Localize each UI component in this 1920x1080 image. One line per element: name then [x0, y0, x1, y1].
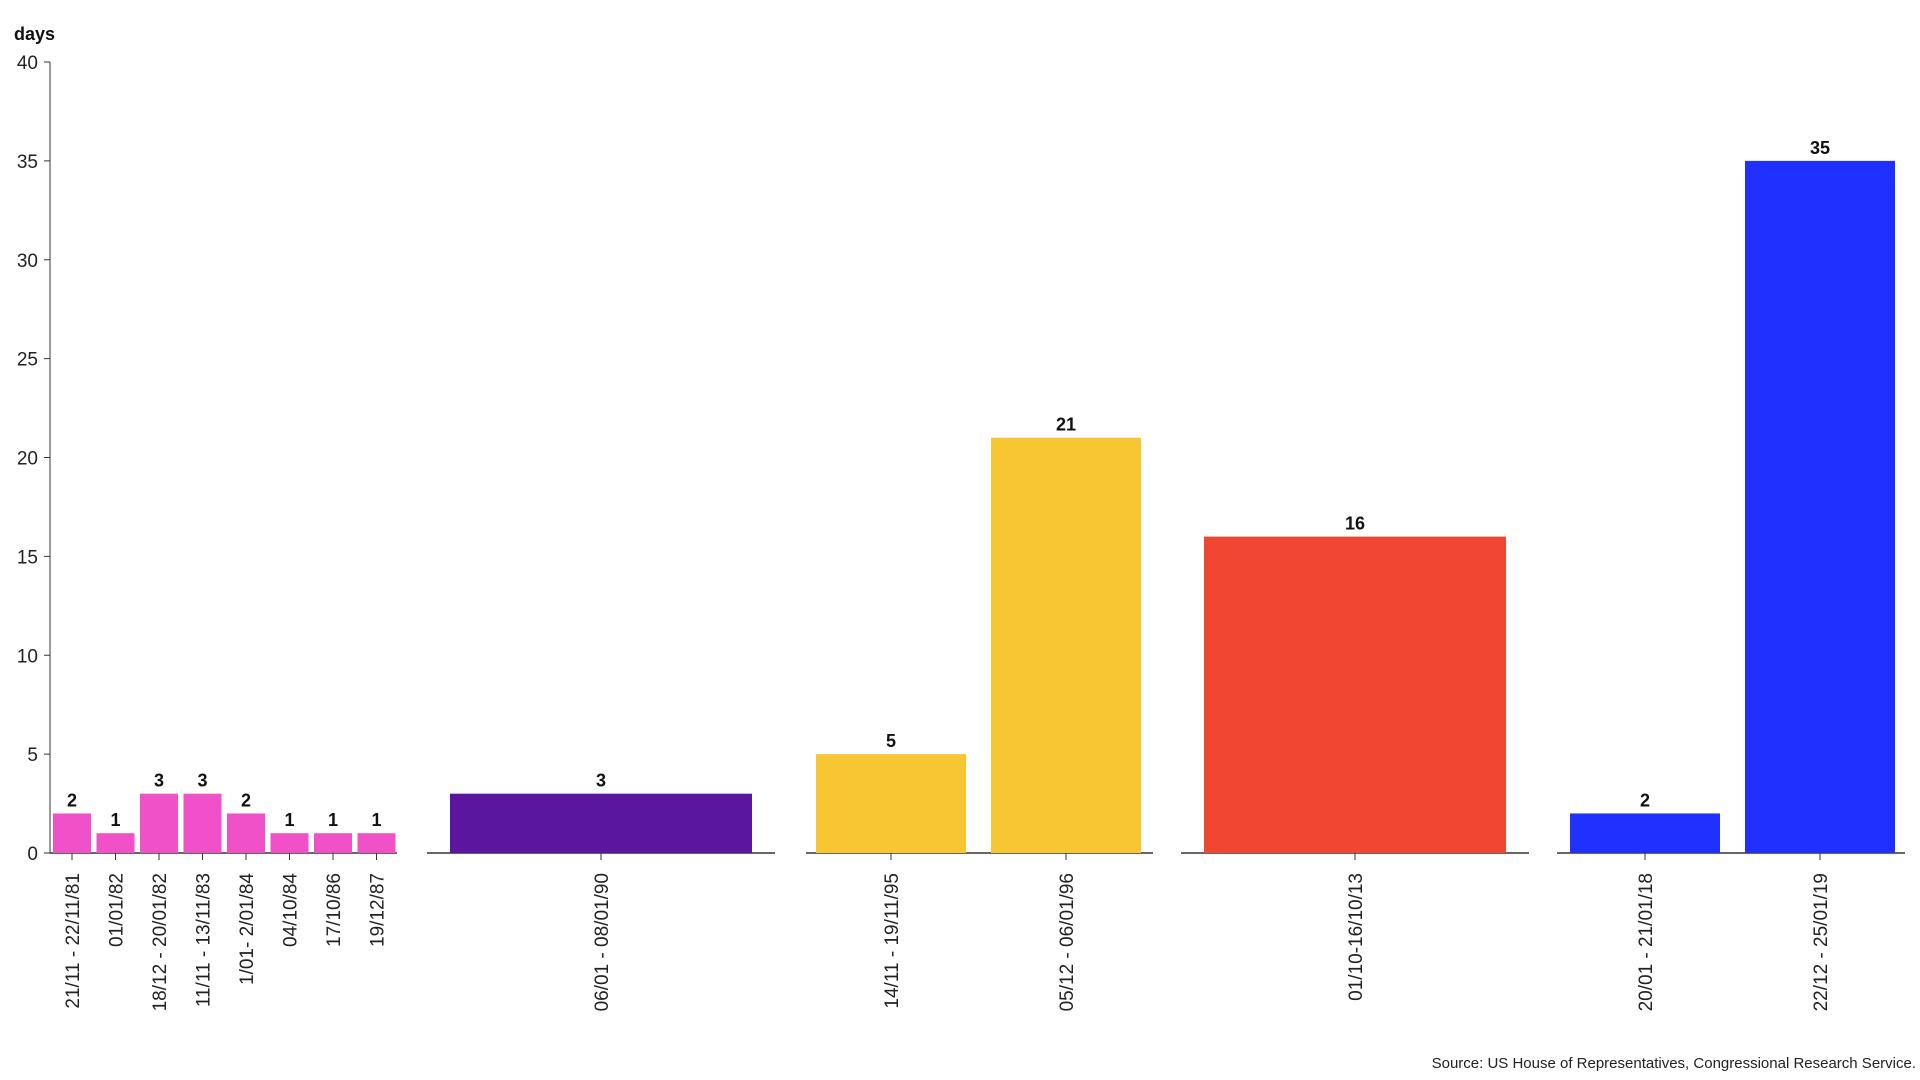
bar [1204, 536, 1506, 853]
bar-groups: 2 21/11 - 22/11/81 1 01/01/82 3 18/12 - 20/01… [50, 138, 1905, 1011]
data-label: 35 [1810, 138, 1830, 158]
data-label: 21 [1056, 415, 1076, 435]
bar [1745, 160, 1895, 853]
data-label: 16 [1345, 514, 1365, 534]
bar [53, 813, 91, 853]
bar [270, 833, 309, 853]
x-tick-label: 20/01 - 21/01/18 [1636, 873, 1657, 1011]
bar [96, 833, 135, 853]
data-label: 1 [328, 810, 338, 830]
y-tick-label: 0 [27, 844, 38, 865]
bar [140, 793, 178, 853]
y-tick-label: 20 [17, 449, 38, 470]
data-label: 3 [197, 771, 207, 791]
y-tick-label: 10 [17, 646, 38, 667]
y-tick-label: 40 [17, 53, 38, 74]
y-tick-label: 30 [17, 251, 38, 272]
y-tick-label: 15 [17, 547, 38, 568]
bar-group-5: 2 20/01 - 21/01/18 35 22/12 - 25/01/19 [1557, 138, 1905, 1011]
data-label: 3 [596, 771, 606, 791]
x-tick-label: 01/01/82 [107, 873, 128, 947]
x-tick-label: 22/12 - 25/01/19 [1811, 873, 1832, 1011]
bar-group-2: 3 06/01 - 08/01/90 [427, 771, 775, 1011]
x-tick-label: 05/12 - 06/01/96 [1057, 873, 1078, 1011]
x-tick-label: 21/11 - 22/11/81 [63, 873, 84, 1009]
data-label: 3 [154, 771, 164, 791]
bar [816, 754, 966, 853]
data-label: 2 [67, 790, 77, 810]
bar [450, 793, 752, 853]
x-tick-label: 11/11 - 13/11/83 [194, 873, 215, 1007]
x-tick-label: 14/11 - 19/11/95 [882, 873, 903, 1009]
x-tick-label: 1/01- 2/01/84 [237, 873, 258, 985]
data-label: 1 [284, 810, 294, 830]
data-label: 1 [110, 810, 120, 830]
bar-group-3: 5 14/11 - 19/11/95 21 05/12 - 06/01/96 [806, 415, 1153, 1011]
y-tick-label: 35 [17, 152, 38, 173]
data-label: 5 [886, 731, 896, 751]
bar [357, 833, 396, 853]
bar-group-4: 16 01/10-16/10/13 [1181, 514, 1529, 1001]
bar [991, 437, 1141, 853]
x-tick-label: 17/10/86 [324, 873, 345, 947]
x-tick-label: 19/12/87 [368, 873, 389, 947]
y-tick-label: 25 [17, 350, 38, 371]
x-tick-label: 01/10-16/10/13 [1346, 873, 1367, 1001]
x-tick-label: 18/12 - 20/01/82 [150, 873, 171, 1011]
bar [227, 813, 265, 853]
bar [314, 833, 352, 853]
source-note: Source: US House of Representatives, Con… [1431, 1055, 1916, 1072]
data-label: 1 [371, 810, 381, 830]
x-tick-label: 04/10/84 [281, 873, 302, 947]
bar-group-1: 2 21/11 - 22/11/81 1 01/01/82 3 18/12 - 20/01… [50, 771, 397, 1011]
x-tick-label: 06/01 - 08/01/90 [592, 873, 613, 1011]
y-axis: 0 5 10 15 20 25 30 35 40 days [14, 24, 55, 865]
bar [183, 793, 222, 853]
data-label: 2 [1640, 790, 1650, 810]
y-axis-label: days [14, 24, 55, 44]
data-label: 2 [241, 790, 251, 810]
y-tick-label: 5 [27, 745, 38, 766]
bar [1570, 813, 1720, 853]
